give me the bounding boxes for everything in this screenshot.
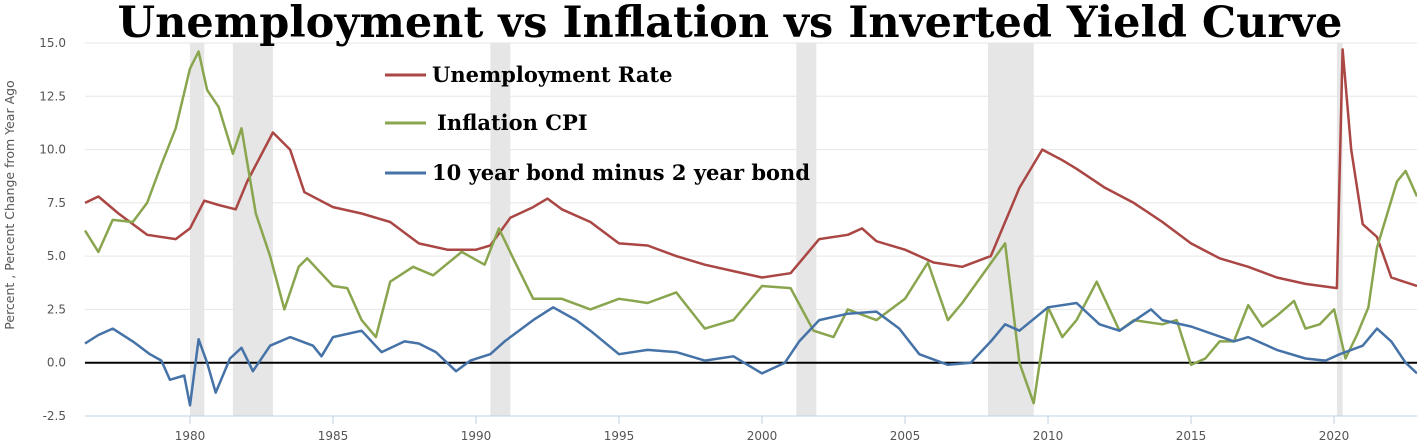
series-line xyxy=(84,48,1417,290)
y-axis-ticks: -2.5 0.0 2.5 5.0 7.5 10.0 12.5 15.0 xyxy=(39,36,66,423)
y-tick-label: 10.0 xyxy=(39,143,66,157)
x-tick-label: 1980 xyxy=(175,429,206,443)
x-tick-label: 1990 xyxy=(461,429,492,443)
x-tick-label: 2015 xyxy=(1176,429,1207,443)
x-tick-label: 1985 xyxy=(318,429,349,443)
series-line xyxy=(84,301,1417,407)
legend-item: Unemployment Rate xyxy=(385,62,673,87)
y-tick-label: 7.5 xyxy=(47,196,66,210)
y-tick-label: 5.0 xyxy=(47,249,66,263)
chart-title: Unemployment vs Inflation vs Inverted Yi… xyxy=(118,0,1343,48)
legend-label: Unemployment Rate xyxy=(432,62,673,87)
legend-label: 10 year bond minus 2 year bond xyxy=(432,160,810,185)
series-line xyxy=(83,50,1417,405)
legend-item: 10 year bond minus 2 year bond xyxy=(385,160,810,185)
x-tick-label: 2010 xyxy=(1033,429,1064,443)
x-tick-label: 2000 xyxy=(747,429,778,443)
legend-label: Inflation CPI xyxy=(437,110,588,135)
legend-item: Inflation CPI xyxy=(385,110,588,135)
y-tick-label: 15.0 xyxy=(39,36,66,50)
recession-bands xyxy=(189,43,1343,416)
gridlines xyxy=(85,42,1417,417)
recession-band xyxy=(189,43,205,416)
y-tick-label: -2.5 xyxy=(43,409,66,423)
recession-band xyxy=(796,43,817,416)
x-axis-ticks: 1980 1985 1990 1995 2000 2005 2010 2015 2020 xyxy=(175,416,1350,443)
y-tick-label: 12.5 xyxy=(39,89,66,103)
recession-band xyxy=(1336,43,1343,416)
x-tick-label: 1995 xyxy=(604,429,635,443)
y-axis-label: Percent , Percent Change from Year Ago xyxy=(2,80,17,329)
x-tick-label: 2020 xyxy=(1319,429,1350,443)
legend: Unemployment Rate Inflation CPI 10 year bo… xyxy=(385,62,810,185)
series-lines xyxy=(83,48,1417,407)
recession-band xyxy=(987,43,1034,416)
y-tick-label: 2.5 xyxy=(47,302,66,316)
x-tick-label: 2005 xyxy=(890,429,921,443)
recession-band xyxy=(232,43,273,416)
y-tick-label: 0.0 xyxy=(47,356,66,370)
